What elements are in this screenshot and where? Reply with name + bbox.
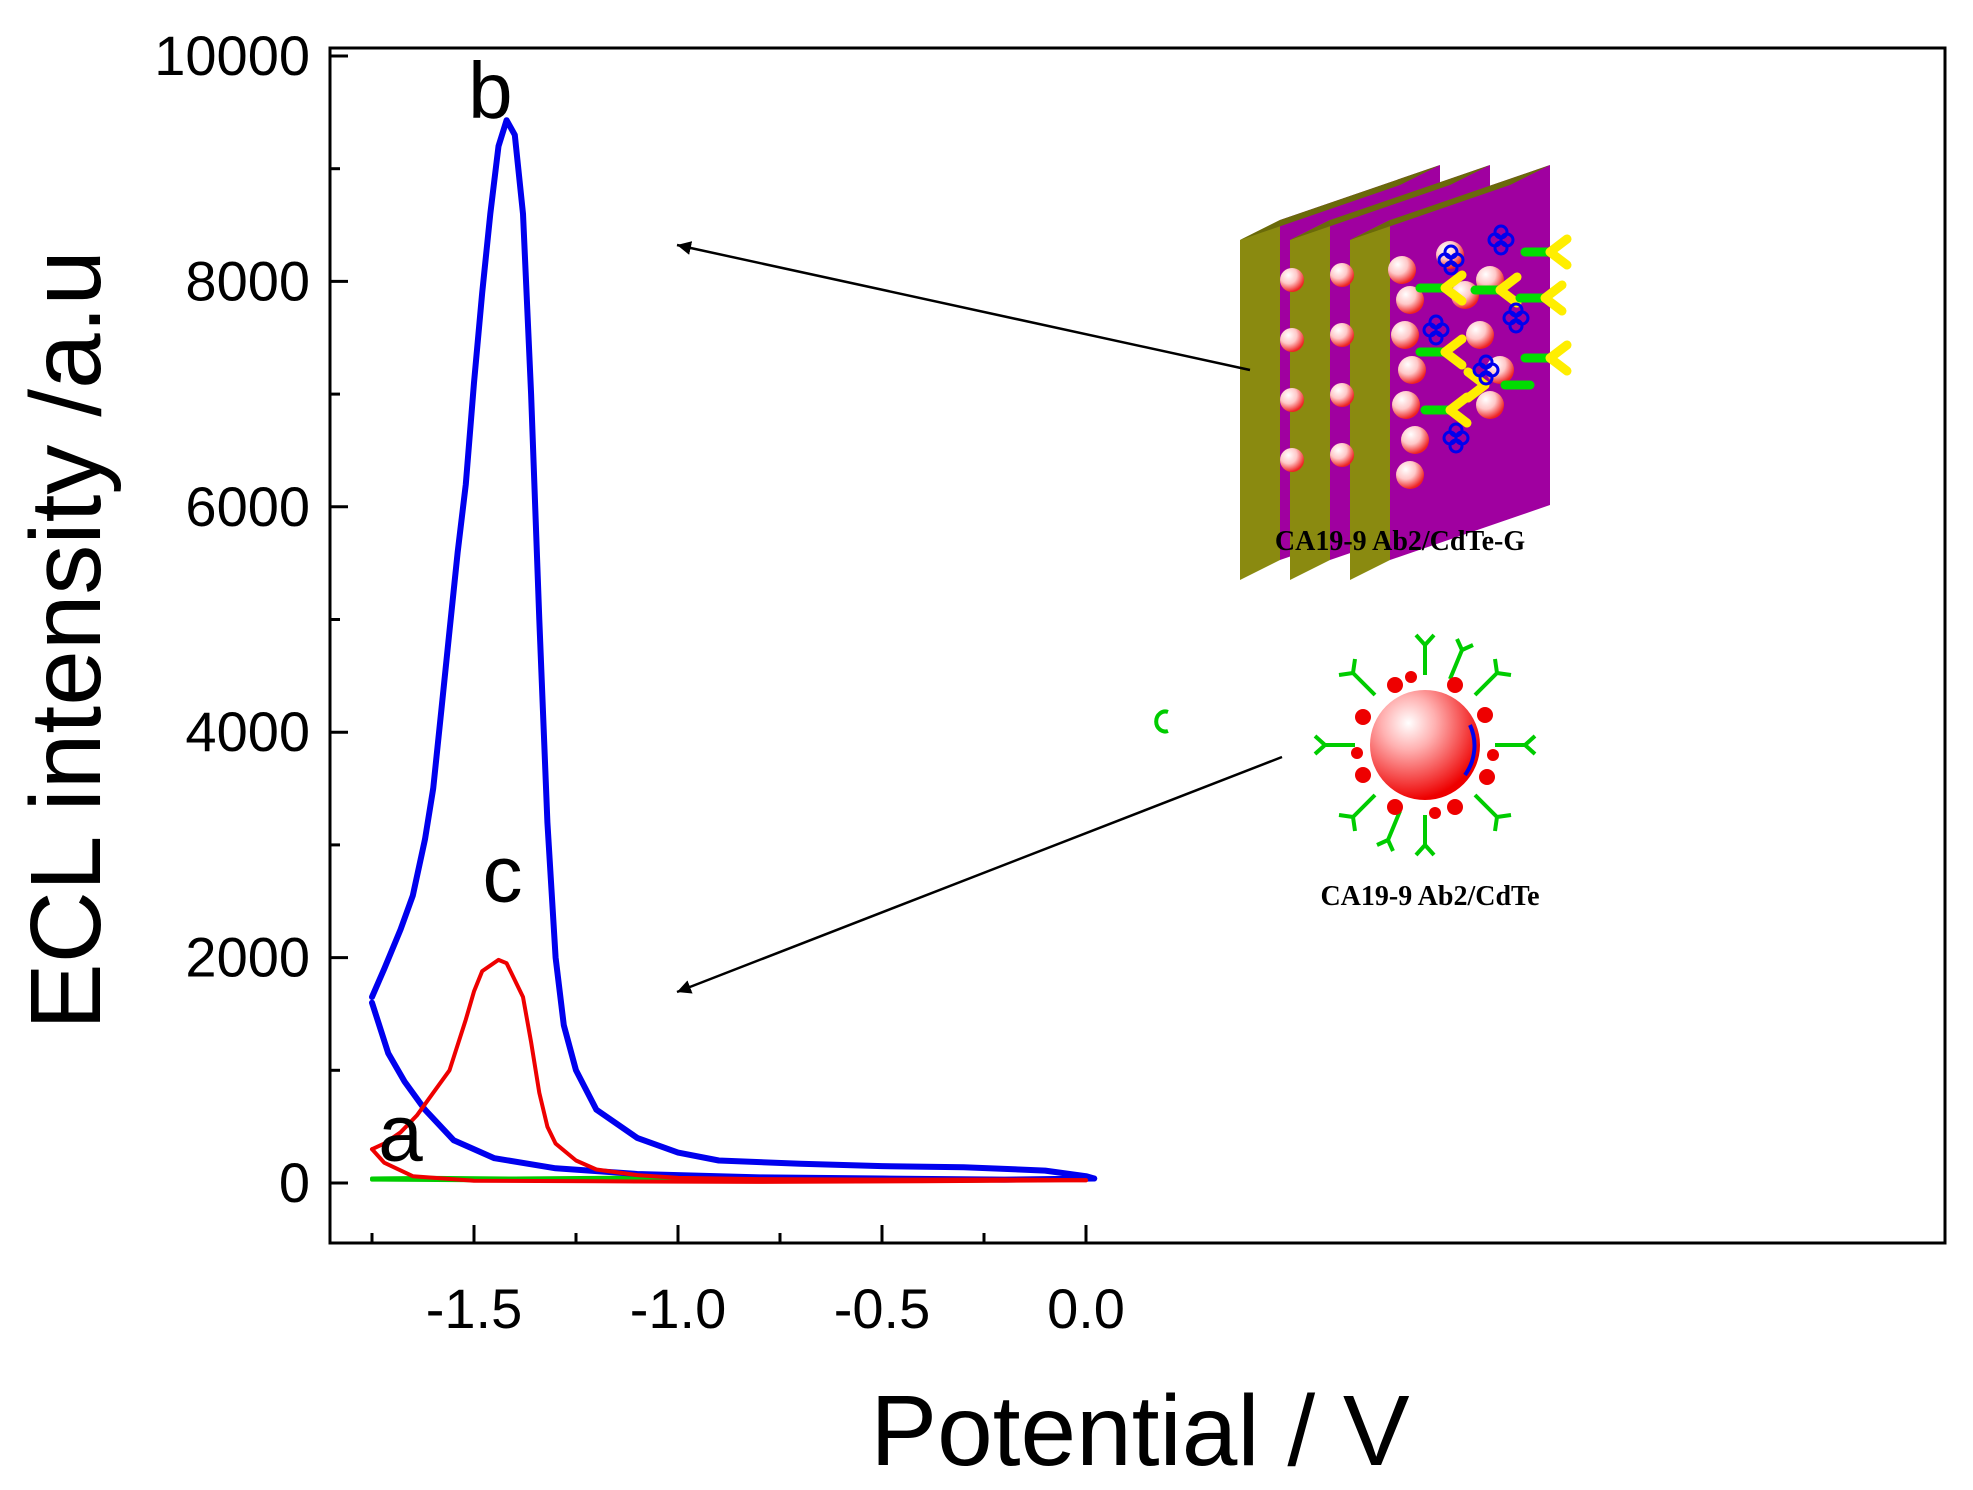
curve-label-c: c bbox=[483, 829, 523, 918]
inset-cdte-g-illustration: CA19-9 Ab2/CdTe-G bbox=[1240, 165, 1572, 580]
curve-c bbox=[370, 957, 1088, 1183]
cdte-spheres bbox=[1280, 241, 1514, 489]
curve-label-b: b bbox=[468, 46, 513, 135]
inset-caption-cdte: CA19-9 Ab2/CdTe bbox=[1320, 881, 1539, 912]
sheet-3 bbox=[1350, 165, 1550, 580]
annotation-arrows bbox=[676, 241, 1283, 994]
labels: a b c bbox=[378, 46, 522, 1177]
enzyme-markers bbox=[1422, 224, 1530, 454]
x-axis-title: Potential / V bbox=[870, 1375, 1410, 1487]
curve-b-return bbox=[369, 999, 1098, 1183]
y-tick-label: 10000 bbox=[154, 24, 310, 87]
cdte-sphere bbox=[1370, 690, 1480, 800]
arrow-to-curve-b bbox=[676, 241, 1251, 372]
y-tick-label: 4000 bbox=[185, 700, 310, 763]
plot-frame bbox=[328, 46, 1947, 1245]
arrow-to-curve-c bbox=[676, 755, 1283, 994]
x-tick-label: -1.5 bbox=[426, 1277, 523, 1340]
curve-b bbox=[369, 117, 1098, 1182]
inset-caption-cdte-g: CA19-9 Ab2/CdTe-G bbox=[1275, 526, 1525, 557]
inset-cdte-illustration: CA19-9 Ab2/CdTe bbox=[1313, 633, 1540, 912]
series bbox=[369, 117, 1098, 1184]
x-tick-label: -0.5 bbox=[834, 1277, 931, 1340]
y-tick-label: 2000 bbox=[185, 926, 310, 989]
antibodies bbox=[1415, 234, 1572, 428]
axes: 0 2000 4000 6000 8000 10000 -1.5 -1.0 -0.5 0.0 Pot… bbox=[10, 24, 1947, 1487]
x-tick-label: 0.0 bbox=[1047, 1277, 1125, 1340]
curve-c-return bbox=[370, 1147, 1088, 1184]
stray-green-mark bbox=[1154, 709, 1169, 734]
enzyme-dots bbox=[1351, 671, 1499, 819]
y-axis-title: ECL intensity /a.u bbox=[10, 250, 122, 1030]
x-tick-label: -1.0 bbox=[630, 1277, 727, 1340]
curve-label-a: a bbox=[378, 1088, 423, 1177]
y-tick-label: 0 bbox=[279, 1151, 310, 1214]
antibody-arms bbox=[1313, 633, 1537, 857]
y-tick-label: 6000 bbox=[185, 475, 310, 538]
y-tick-label: 8000 bbox=[185, 249, 310, 312]
